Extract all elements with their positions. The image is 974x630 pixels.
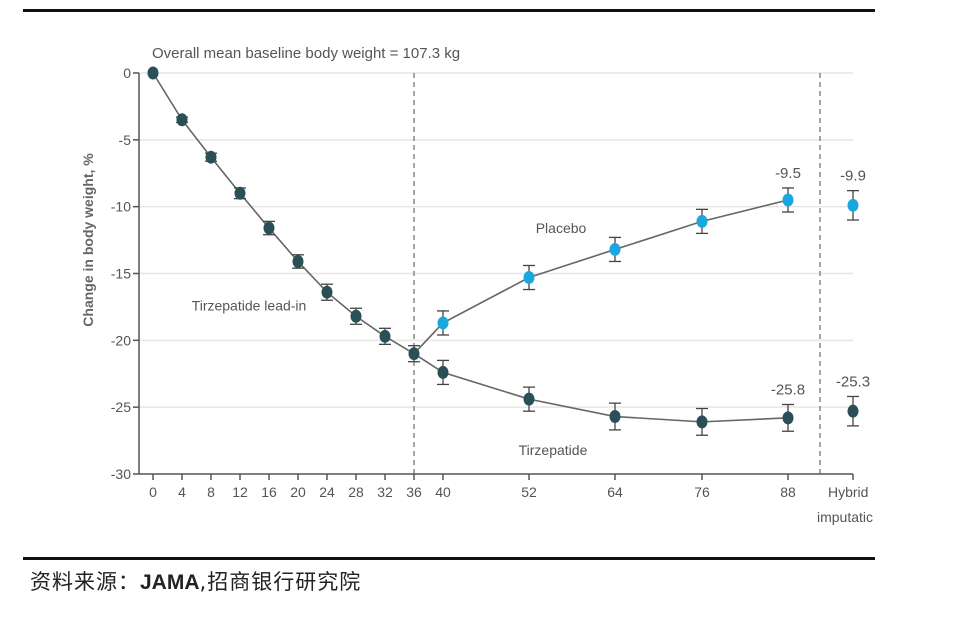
y-tick-label: -10 — [111, 199, 131, 215]
error-bars — [176, 116, 859, 436]
tirzepatide-point — [523, 392, 535, 406]
x-tick-label: 76 — [694, 484, 710, 500]
x-tick-label: 28 — [348, 484, 364, 500]
tirzepatide-lead-in-point — [408, 347, 420, 361]
top-rule — [23, 9, 875, 12]
annotation-tirzepatide-lead-in: Tirzepatide lead-in — [192, 298, 307, 314]
tirzepatide-lead-in-point — [263, 221, 275, 235]
bottom-rule — [23, 557, 875, 560]
x-tick-label-imputation: imputatic — [817, 509, 873, 525]
series-lines — [152, 72, 789, 423]
placebo-point — [609, 242, 621, 256]
placebo-point — [523, 271, 535, 285]
y-tick-label: 0 — [123, 65, 131, 81]
y-tick-label: -25 — [111, 399, 131, 415]
x-tick-label: 0 — [149, 484, 157, 500]
source-brand: JAMA — [140, 571, 200, 594]
data-labels: -9.5 -9.9 -25.8 -25.3 Tirzepatide lead-in Pla… — [192, 165, 870, 458]
x-tick-label: 16 — [261, 484, 277, 500]
placebo-line — [413, 199, 789, 355]
source-note: 资料来源：JAMA,招商银行研究院 — [30, 566, 361, 596]
weight-change-chart: 0 -5 -10 -15 -20 -25 -30 0 4 8 12 16 20 24 28 32 36 40 52 6… — [80, 45, 873, 525]
x-tick-label: 64 — [607, 484, 623, 500]
tirzepatide-lead-in-point — [234, 186, 246, 200]
tirzepatide-end-label: -25.8 — [771, 381, 805, 398]
tirzepatide-hybrid-point — [847, 404, 859, 418]
tick-labels: 0 -5 -10 -15 -20 -25 -30 0 4 8 12 16 20 24 28 32 36 40 52 6… — [111, 65, 873, 525]
x-tick-label: 24 — [319, 484, 335, 500]
tirzepatide-lead-in-point — [147, 66, 159, 80]
tirzepatide-hybrid-label: -25.3 — [836, 373, 870, 390]
placebo-point — [437, 316, 449, 330]
tirzepatide-lead-in-point — [205, 150, 217, 164]
placebo-end-label: -9.5 — [775, 165, 801, 182]
y-tick-label: -30 — [111, 466, 131, 482]
y-tick-label: -15 — [111, 266, 131, 282]
x-tick-label: 36 — [406, 484, 422, 500]
x-tick-label: 52 — [521, 484, 537, 500]
x-tick-label: 8 — [207, 484, 215, 500]
tirzepatide-lead-in-line — [152, 72, 415, 355]
reference-lines — [413, 73, 821, 474]
data-points — [147, 66, 859, 429]
tirzepatide-lead-in-point — [379, 329, 391, 343]
placebo-point — [696, 214, 708, 228]
tirzepatide-line — [413, 353, 789, 423]
tirzepatide-lead-in-point — [292, 254, 304, 268]
annotation-placebo: Placebo — [536, 220, 587, 236]
chart-title: Overall mean baseline body weight = 107.… — [152, 45, 460, 62]
annotation-tirzepatide: Tirzepatide — [519, 442, 588, 458]
source-prefix: 资料来源： — [30, 570, 140, 594]
placebo-hybrid-point — [847, 198, 859, 212]
x-tick-label: 32 — [377, 484, 393, 500]
grid-lines — [139, 72, 853, 408]
tirzepatide-point — [782, 411, 794, 425]
x-tick-label: 12 — [232, 484, 248, 500]
x-tick-label: 88 — [780, 484, 796, 500]
placebo-hybrid-label: -9.9 — [840, 168, 866, 185]
x-tick-label: 20 — [290, 484, 306, 500]
placebo-point — [782, 193, 794, 207]
tirzepatide-lead-in-point — [350, 309, 362, 323]
tirzepatide-point — [609, 410, 621, 424]
y-axis-label: Change in body weight, % — [80, 153, 96, 327]
y-tick-label: -20 — [111, 332, 131, 348]
x-tick-label-hybrid: Hybrid — [828, 484, 868, 500]
axes — [133, 72, 854, 480]
tirzepatide-point — [696, 415, 708, 429]
tirzepatide-point — [437, 365, 449, 379]
x-tick-label: 4 — [178, 484, 186, 500]
tirzepatide-lead-in-point — [176, 113, 188, 127]
y-tick-label: -5 — [119, 132, 132, 148]
source-suffix: ,招商银行研究院 — [199, 570, 362, 594]
x-tick-label: 40 — [435, 484, 451, 500]
tirzepatide-lead-in-point — [321, 285, 333, 299]
